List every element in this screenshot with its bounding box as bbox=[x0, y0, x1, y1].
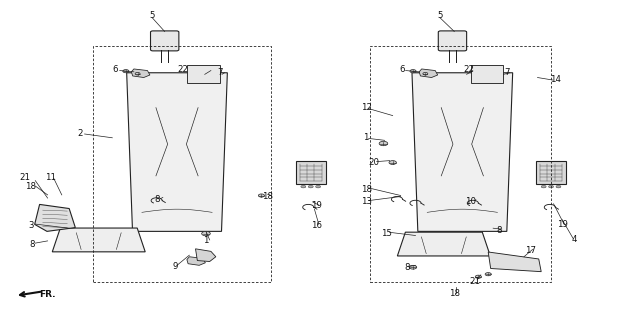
Text: 11: 11 bbox=[45, 173, 56, 182]
Text: 17: 17 bbox=[525, 246, 535, 255]
Circle shape bbox=[410, 69, 416, 73]
Text: 7: 7 bbox=[504, 68, 509, 77]
Text: 18: 18 bbox=[25, 182, 37, 191]
Circle shape bbox=[475, 275, 482, 278]
FancyBboxPatch shape bbox=[471, 65, 503, 83]
Circle shape bbox=[135, 72, 140, 75]
Text: 16: 16 bbox=[311, 220, 322, 229]
Text: 21: 21 bbox=[19, 173, 30, 182]
Text: 9: 9 bbox=[173, 262, 178, 271]
Text: 19: 19 bbox=[556, 220, 568, 228]
Text: 7: 7 bbox=[217, 68, 223, 77]
Polygon shape bbox=[196, 249, 216, 261]
Polygon shape bbox=[419, 69, 438, 77]
Text: 8: 8 bbox=[30, 240, 35, 249]
Text: 22: 22 bbox=[463, 65, 474, 74]
Text: FR.: FR. bbox=[40, 290, 56, 299]
Text: 6: 6 bbox=[399, 65, 405, 74]
Text: 8: 8 bbox=[154, 195, 160, 204]
Text: 8: 8 bbox=[404, 263, 410, 272]
Text: 5: 5 bbox=[150, 11, 155, 20]
Circle shape bbox=[379, 141, 387, 146]
Polygon shape bbox=[397, 232, 490, 256]
Text: 2: 2 bbox=[77, 129, 83, 138]
Circle shape bbox=[316, 185, 321, 188]
Text: 14: 14 bbox=[550, 75, 561, 84]
Text: 1: 1 bbox=[363, 133, 369, 142]
Polygon shape bbox=[35, 204, 76, 231]
Text: 1: 1 bbox=[203, 236, 209, 245]
Text: 13: 13 bbox=[361, 197, 371, 206]
Text: 22: 22 bbox=[178, 65, 189, 74]
FancyBboxPatch shape bbox=[438, 31, 467, 51]
Text: 6: 6 bbox=[113, 65, 118, 74]
Text: 12: 12 bbox=[361, 103, 371, 112]
Polygon shape bbox=[52, 228, 145, 252]
Text: 20: 20 bbox=[369, 158, 379, 167]
Text: 10: 10 bbox=[465, 197, 477, 206]
Circle shape bbox=[548, 185, 553, 188]
Text: 15: 15 bbox=[381, 229, 392, 238]
Circle shape bbox=[541, 185, 546, 188]
Polygon shape bbox=[127, 73, 227, 231]
Text: 18: 18 bbox=[262, 192, 273, 201]
Text: 8: 8 bbox=[496, 226, 502, 235]
FancyBboxPatch shape bbox=[296, 161, 326, 184]
Circle shape bbox=[409, 265, 417, 269]
Polygon shape bbox=[488, 252, 541, 272]
Circle shape bbox=[389, 161, 396, 164]
Circle shape bbox=[258, 194, 264, 197]
Circle shape bbox=[308, 185, 313, 188]
Circle shape bbox=[423, 72, 428, 75]
Circle shape bbox=[202, 231, 210, 236]
Polygon shape bbox=[131, 69, 150, 77]
Circle shape bbox=[123, 69, 129, 73]
FancyBboxPatch shape bbox=[150, 31, 179, 51]
Circle shape bbox=[301, 185, 306, 188]
Text: 21: 21 bbox=[469, 277, 480, 286]
Text: 18: 18 bbox=[361, 185, 371, 194]
Text: 18: 18 bbox=[449, 289, 460, 298]
Text: 3: 3 bbox=[28, 220, 33, 229]
Text: 4: 4 bbox=[572, 236, 578, 244]
FancyBboxPatch shape bbox=[188, 65, 220, 83]
Polygon shape bbox=[412, 73, 513, 231]
FancyBboxPatch shape bbox=[536, 161, 566, 184]
Circle shape bbox=[485, 273, 491, 276]
Polygon shape bbox=[187, 257, 206, 265]
Circle shape bbox=[556, 185, 561, 188]
Text: 5: 5 bbox=[438, 11, 443, 20]
Text: 19: 19 bbox=[311, 202, 322, 211]
